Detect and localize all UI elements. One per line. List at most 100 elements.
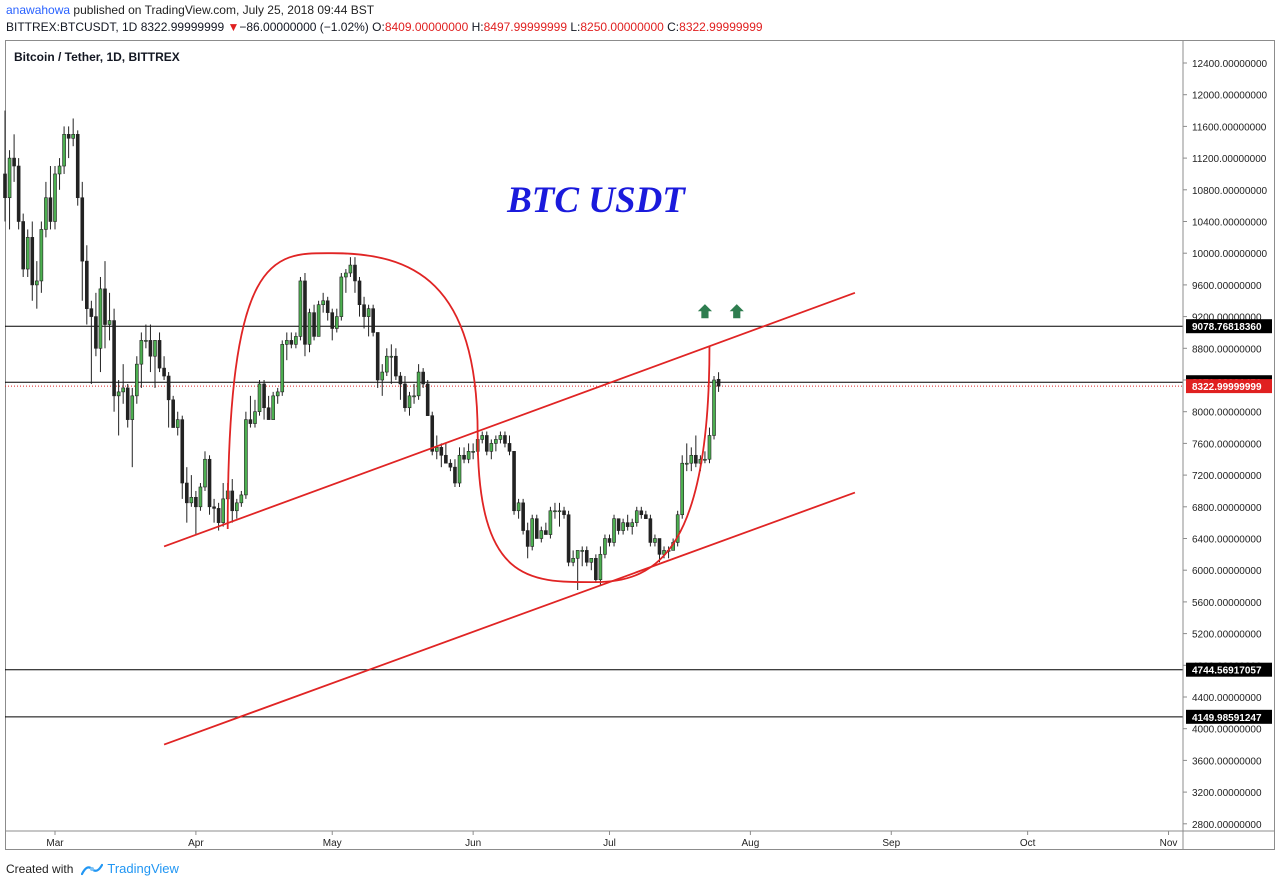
arc-drawing[interactable] [476, 345, 711, 583]
candle [380, 364, 385, 396]
candle-body [39, 229, 44, 282]
candle [544, 522, 548, 535]
trendline[interactable] [163, 291, 856, 548]
symbol-label: BITTREX:BTCUSDT, 1D [6, 20, 138, 34]
candle-body [612, 518, 616, 543]
candle [89, 300, 94, 384]
candle [262, 380, 266, 420]
candle-body [153, 340, 157, 357]
candle-body [712, 379, 716, 436]
candle-body [3, 173, 7, 199]
candle [612, 514, 616, 547]
candle-body [344, 272, 348, 278]
candle-body [616, 518, 621, 531]
x-tick-label: Mar [46, 838, 64, 849]
candle-body [366, 308, 371, 317]
candle-body [644, 514, 648, 519]
candle-body [166, 375, 171, 401]
candle-body [444, 454, 448, 464]
candle [121, 364, 125, 404]
candle [689, 447, 694, 472]
candle-body [457, 454, 462, 484]
candle-body [98, 288, 103, 349]
candle [694, 435, 698, 468]
candle-body [389, 355, 394, 358]
candle [594, 554, 598, 583]
trendline[interactable] [163, 491, 856, 746]
candle [330, 308, 335, 341]
candle [135, 356, 139, 404]
candle [248, 395, 253, 428]
candle [12, 134, 16, 182]
candle [562, 506, 566, 519]
candle-body [594, 558, 598, 581]
candle [453, 459, 457, 487]
candle-body [239, 494, 244, 504]
candle-body [544, 530, 548, 535]
candle-body [157, 340, 162, 369]
candle [221, 483, 225, 527]
candle-body [648, 518, 653, 543]
tradingview-brand-link[interactable]: TradingView [107, 861, 179, 876]
candle [630, 518, 635, 535]
candle [157, 332, 162, 373]
footer: Created with TradingView [6, 861, 179, 876]
candle-body [185, 482, 189, 504]
candle [257, 380, 262, 416]
candle-body [448, 462, 453, 468]
candle [712, 376, 716, 440]
candle [575, 550, 580, 591]
candle [457, 447, 462, 487]
candle [480, 431, 485, 444]
candle [334, 308, 339, 333]
y-tick-label: 11600.00000000 [1192, 122, 1267, 133]
up-arrow-icon [695, 303, 714, 320]
candle [307, 308, 312, 353]
candle [580, 546, 585, 567]
candle [125, 383, 130, 428]
candle [21, 213, 25, 277]
candle-body [216, 508, 221, 523]
candle-body [412, 395, 416, 398]
candle-body [303, 280, 307, 345]
candle [339, 273, 344, 321]
candle-body [630, 522, 635, 527]
candle-body [189, 496, 194, 504]
candle-body [525, 530, 530, 547]
author-link[interactable]: anawahowa [6, 3, 71, 17]
candle-body [657, 538, 662, 555]
candle-body [394, 355, 398, 377]
candle [312, 304, 316, 341]
candle-body [716, 378, 721, 387]
candle [357, 276, 362, 317]
candle-body [380, 371, 385, 381]
candle [271, 391, 275, 420]
candle-body [353, 264, 357, 282]
candle-body [275, 391, 280, 397]
candle-body [107, 320, 112, 325]
candle-body [44, 197, 48, 230]
candle [648, 514, 653, 547]
candle [344, 269, 348, 293]
candle-body [30, 237, 35, 286]
candle [421, 368, 425, 388]
candle [7, 150, 12, 230]
last-price: 8322.99999999 [140, 20, 225, 34]
down-triangle-icon: ▼ [227, 20, 240, 34]
candle [107, 292, 112, 341]
chart-annotation: BTC USDT [506, 180, 686, 221]
candle [434, 435, 439, 460]
arc-drawing[interactable] [226, 252, 479, 529]
candle [266, 395, 271, 420]
candle [348, 257, 353, 277]
y-tick-label: 8000.00000000 [1192, 408, 1262, 419]
candle [403, 376, 407, 412]
candle [244, 411, 248, 499]
candle [503, 431, 507, 448]
candle-body [35, 280, 39, 286]
candle-body [357, 280, 362, 306]
level-price-label: 9078.76818360 [1192, 322, 1262, 333]
candle [412, 383, 416, 404]
y-tick-label: 6400.00000000 [1192, 535, 1262, 546]
